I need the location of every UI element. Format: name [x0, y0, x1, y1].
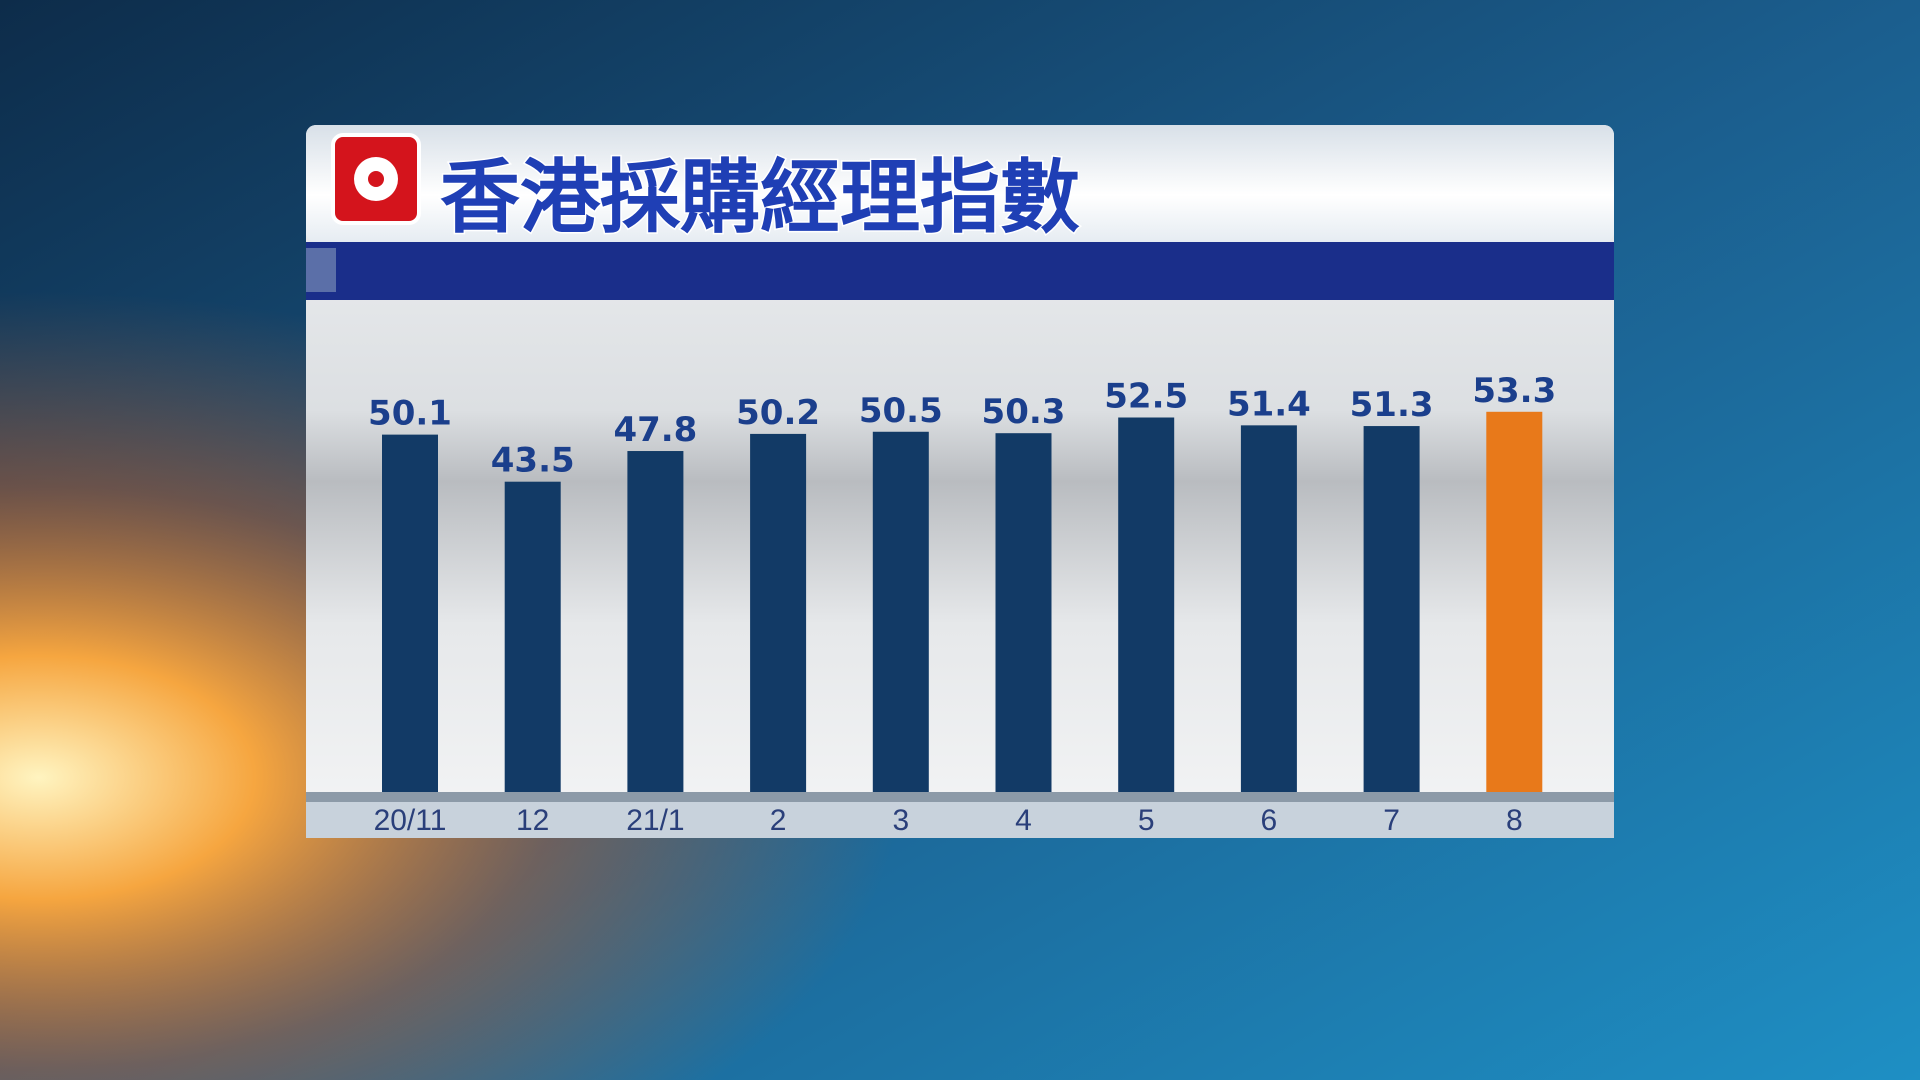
value-label: 50.1 — [368, 394, 452, 434]
x-axis-line — [306, 792, 1614, 802]
stripe-accent — [306, 248, 336, 292]
x-tick-label: 8 — [1506, 804, 1523, 837]
x-axis-band — [306, 802, 1614, 838]
value-label: 51.4 — [1227, 384, 1311, 424]
bar — [750, 433, 807, 792]
x-tick-label: 2 — [770, 804, 787, 837]
x-tick-label: 21/1 — [626, 804, 684, 837]
value-label: 53.3 — [1472, 371, 1556, 411]
value-label: 50.3 — [982, 392, 1066, 432]
bar — [995, 433, 1052, 792]
value-label: 50.2 — [736, 393, 820, 433]
x-tick-label: 20/11 — [374, 804, 447, 837]
bar — [627, 451, 684, 792]
title-stripe — [306, 242, 1614, 300]
x-tick-label: 12 — [516, 804, 549, 837]
bar — [504, 481, 561, 792]
x-tick-label: 7 — [1383, 804, 1400, 837]
hk-flag-icon — [331, 133, 421, 225]
x-tick-label: 5 — [1138, 804, 1155, 837]
bar — [382, 434, 438, 792]
bar — [1363, 426, 1420, 792]
value-label: 51.3 — [1350, 385, 1434, 425]
value-label: 43.5 — [491, 441, 575, 481]
value-label: 52.5 — [1104, 377, 1188, 417]
bar — [1486, 411, 1543, 792]
x-tick-label: 3 — [892, 804, 909, 837]
plot: 20/11 50.1 12 43.5 21/1 47.8 2 50.2 3 50.5 4 50.3 5 5… — [368, 371, 1556, 837]
value-label: 50.5 — [859, 391, 943, 431]
x-tick-label: 4 — [1015, 804, 1032, 837]
bar — [1118, 417, 1175, 792]
bar — [872, 431, 929, 792]
title-band — [306, 125, 1614, 242]
value-label: 47.8 — [613, 410, 697, 450]
chart-title: 香港採購經理指數 — [440, 151, 1080, 244]
x-tick-label: 6 — [1261, 804, 1278, 837]
bar — [1240, 425, 1297, 792]
